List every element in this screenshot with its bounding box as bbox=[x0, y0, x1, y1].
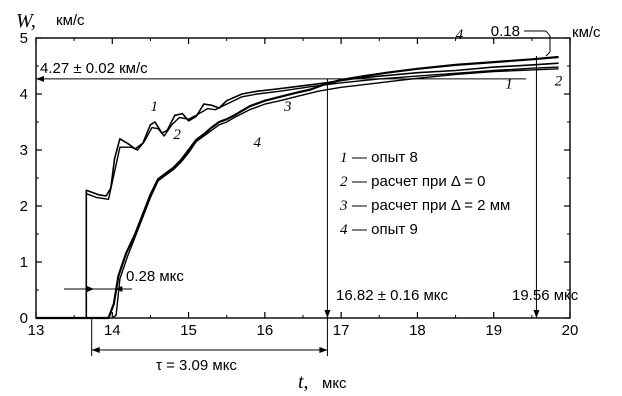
x-tick-label: 16 bbox=[257, 322, 274, 339]
x-tick-label: 15 bbox=[180, 322, 197, 339]
y-tick-label: 4 bbox=[20, 86, 28, 103]
level-arrow bbox=[36, 75, 44, 82]
legend-number-2: 2 bbox=[340, 174, 348, 190]
x-tick-label: 13 bbox=[28, 322, 45, 339]
width-arrow-left bbox=[86, 286, 94, 292]
legend-number-4: 4 bbox=[340, 222, 348, 238]
curve-label-2: 2 bbox=[555, 74, 563, 90]
x-tick-label: 20 bbox=[562, 322, 579, 339]
annotations: 4.27 ± 0.02 км/с 0.18 км/с 16.82 ± 0.16 мкс… bbox=[36, 23, 601, 374]
tau-arrow-right bbox=[319, 347, 328, 353]
legend-entry-1: — опыт 8 bbox=[352, 149, 418, 166]
x-axis-label: t, bbox=[298, 371, 309, 393]
legend-entry-4: — опыт 9 bbox=[352, 221, 418, 238]
axes bbox=[35, 37, 571, 319]
curve-label-1: 1 bbox=[505, 76, 513, 92]
time2-label: 19.56 мкс bbox=[512, 287, 579, 304]
series-line-4 bbox=[36, 55, 559, 320]
y-tick-label: 0 bbox=[20, 310, 28, 327]
x-tick-label: 19 bbox=[485, 322, 502, 339]
tau-arrow-left bbox=[91, 347, 100, 353]
curve-label-4: 4 bbox=[456, 27, 464, 43]
x-axis-unit: мкс bbox=[322, 375, 347, 392]
y-axis-unit: км/с bbox=[56, 12, 85, 29]
y-tick-label: 1 bbox=[20, 254, 28, 271]
y-tick-label: 5 bbox=[20, 30, 28, 47]
x-tick-label: 18 bbox=[409, 322, 426, 339]
width-arrow-right bbox=[115, 286, 123, 292]
delta-top-unit: км/с bbox=[572, 24, 601, 41]
curve-label-2: 2 bbox=[173, 127, 181, 143]
width-label: 0.28 мкс bbox=[126, 268, 184, 285]
legend-entry-2: — расчет при Δ = 0 bbox=[352, 173, 486, 190]
y-axis-label: W, bbox=[16, 10, 36, 32]
y-tick-label: 2 bbox=[20, 198, 28, 215]
series-line-1 bbox=[36, 62, 559, 319]
curve-label-4: 4 bbox=[253, 135, 261, 151]
curve-label-3: 3 bbox=[283, 99, 292, 115]
legend-number-3: 3 bbox=[339, 198, 348, 214]
level-label: 4.27 ± 0.02 км/с bbox=[40, 60, 148, 77]
delta-top-label: 0.18 bbox=[491, 23, 520, 40]
y-tick-label: 3 bbox=[20, 142, 28, 159]
x-tick-label: 17 bbox=[333, 322, 350, 339]
delta-bracket bbox=[545, 30, 551, 57]
time2-arrow bbox=[533, 310, 540, 318]
curve-label-1: 1 bbox=[150, 99, 158, 115]
legend-entry-3: — расчет при Δ = 2 мм bbox=[352, 197, 510, 214]
x-tick-label: 14 bbox=[104, 322, 121, 339]
time1-arrow bbox=[324, 310, 331, 318]
time1-label: 16.82 ± 0.16 мкс bbox=[336, 287, 449, 304]
legend: 1— опыт 82— расчет при Δ = 03— расчет пр… bbox=[339, 149, 510, 238]
plot-frame bbox=[35, 37, 571, 319]
tau-label: τ = 3.09 мкс bbox=[156, 357, 237, 374]
legend-number-1: 1 bbox=[340, 150, 348, 166]
